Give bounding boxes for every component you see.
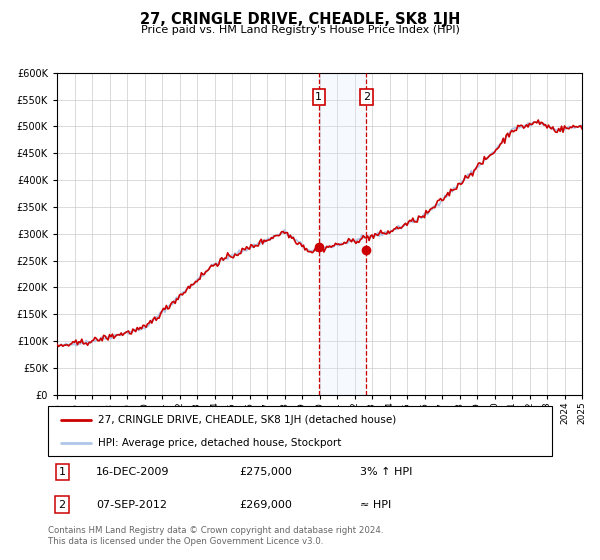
Text: £269,000: £269,000 bbox=[239, 500, 292, 510]
Text: 07-SEP-2012: 07-SEP-2012 bbox=[96, 500, 167, 510]
Text: 1: 1 bbox=[316, 92, 322, 102]
Text: 2: 2 bbox=[363, 92, 370, 102]
FancyBboxPatch shape bbox=[48, 406, 552, 456]
Text: 3% ↑ HPI: 3% ↑ HPI bbox=[361, 468, 413, 477]
Bar bbox=[319, 73, 367, 395]
Text: Contains HM Land Registry data © Crown copyright and database right 2024.
This d: Contains HM Land Registry data © Crown c… bbox=[48, 526, 383, 546]
Text: 27, CRINGLE DRIVE, CHEADLE, SK8 1JH: 27, CRINGLE DRIVE, CHEADLE, SK8 1JH bbox=[140, 12, 460, 27]
Text: 2: 2 bbox=[59, 500, 65, 510]
Text: 1: 1 bbox=[59, 468, 65, 477]
Text: 16-DEC-2009: 16-DEC-2009 bbox=[96, 468, 169, 477]
Text: ≈ HPI: ≈ HPI bbox=[361, 500, 392, 510]
Text: HPI: Average price, detached house, Stockport: HPI: Average price, detached house, Stoc… bbox=[98, 438, 342, 448]
Text: 27, CRINGLE DRIVE, CHEADLE, SK8 1JH (detached house): 27, CRINGLE DRIVE, CHEADLE, SK8 1JH (det… bbox=[98, 414, 397, 424]
Text: £275,000: £275,000 bbox=[239, 468, 292, 477]
Text: Price paid vs. HM Land Registry's House Price Index (HPI): Price paid vs. HM Land Registry's House … bbox=[140, 25, 460, 35]
